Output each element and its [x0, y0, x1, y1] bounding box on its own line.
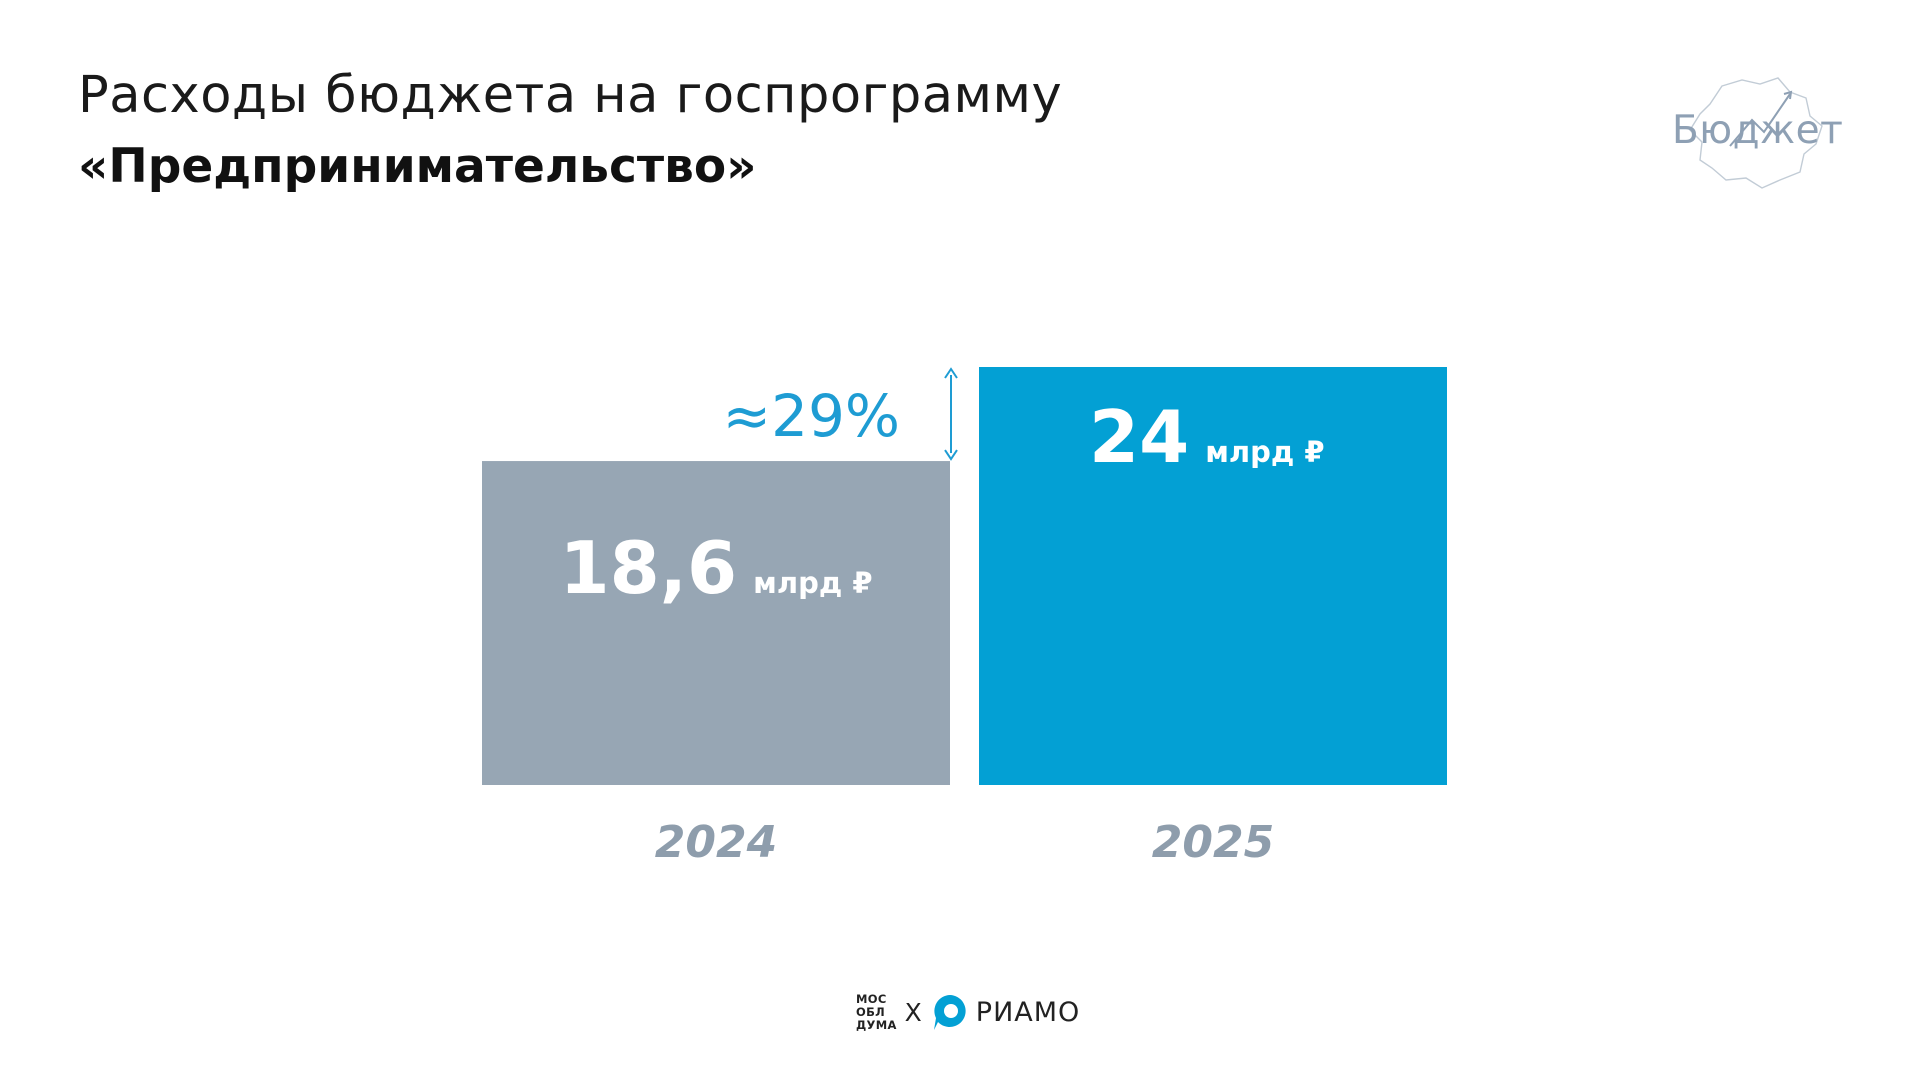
change-arrow-down-head [944, 449, 958, 461]
partners-separator: X [904, 997, 922, 1027]
bar-2025 [979, 367, 1447, 785]
riamo-icon [933, 995, 966, 1030]
bar-2024 [482, 461, 950, 785]
value-label-2024: 18,6 млрд ₽ [559, 526, 872, 610]
year-label-2024: 2024 [655, 817, 777, 868]
value-number-2025: 24 [1089, 395, 1189, 479]
budget-logo-text: Бюджет [1672, 108, 1844, 153]
value-label-2025: 24 млрд ₽ [1089, 395, 1325, 479]
region-map-icon [1689, 77, 1823, 189]
program-name: «Предпринимательство» [78, 139, 757, 194]
year-label-2025: 2025 [1152, 817, 1274, 868]
mosobl-duma-logo: МОС ОБЛ ДУМА [856, 991, 897, 1032]
page-title: Расходы бюджета на госпрограмму [78, 66, 1063, 125]
riamo-logo-text: РИАМО [975, 996, 1081, 1028]
value-unit-2025: млрд ₽ [1205, 435, 1324, 469]
value-unit-2024: млрд ₽ [753, 566, 872, 600]
footer-partners: МОС ОБЛ ДУМА X РИАМО [856, 988, 1080, 1036]
value-number-2024: 18,6 [559, 526, 737, 610]
change-percent-label: ≈29% [722, 382, 900, 450]
change-arrow-up-head [944, 367, 958, 379]
budget-logo: Бюджет [1660, 76, 1860, 191]
